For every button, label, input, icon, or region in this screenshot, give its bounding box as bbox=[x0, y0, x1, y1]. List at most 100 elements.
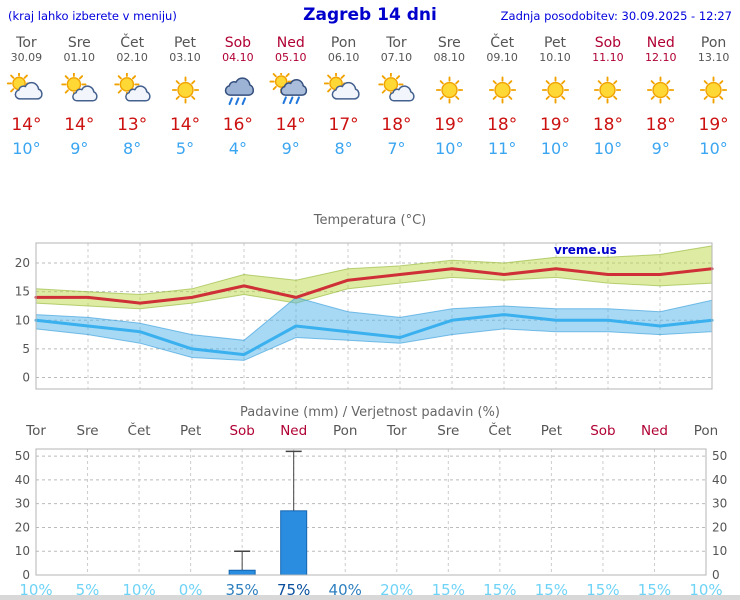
axis-day-label: Pon bbox=[332, 423, 358, 439]
precip-probability: 40% bbox=[328, 581, 362, 599]
day-name: Pet bbox=[544, 35, 567, 51]
sunny-icon bbox=[488, 76, 516, 104]
axis-day-label: Sre bbox=[437, 423, 460, 439]
sunny-icon bbox=[435, 76, 463, 104]
day-column: Tor 30.09 14° 10° bbox=[0, 35, 53, 158]
temp-max: 19° bbox=[698, 115, 729, 135]
day-icon-wrap bbox=[476, 69, 529, 111]
day-date: 07.10 bbox=[380, 51, 413, 64]
temp-max: 18° bbox=[381, 115, 412, 135]
day-column: Ned 05.10 14° 9° bbox=[264, 35, 317, 158]
day-date: 04.10 bbox=[222, 51, 254, 64]
svg-text:30: 30 bbox=[712, 497, 727, 511]
temp-min: 7° bbox=[387, 139, 406, 158]
precip-probability-row: 10% 5% 10% 0% 35% 75% 40% 20% 15% 15% 15% 15% 15% 10% bbox=[0, 581, 740, 600]
svg-text:40: 40 bbox=[712, 473, 727, 487]
day-date: 09.10 bbox=[486, 51, 518, 64]
svg-text:40: 40 bbox=[15, 473, 30, 487]
temp-max: 14° bbox=[11, 115, 42, 135]
day-date: 13.10 bbox=[697, 51, 730, 64]
day-icon-wrap bbox=[211, 69, 264, 111]
day-column: Čet 09.10 18° 11° bbox=[476, 35, 529, 158]
day-name: Čet bbox=[490, 35, 515, 51]
day-date: 02.10 bbox=[116, 51, 148, 64]
precip-probability: 15% bbox=[637, 581, 672, 599]
forecast-strip: Tor 30.09 14° 10° Sre 01.10 14° 9° Čet 02.10 13° 8°… bbox=[0, 35, 740, 158]
sunny-icon bbox=[541, 76, 569, 104]
svg-text:5: 5 bbox=[22, 342, 30, 356]
temp-min: 8° bbox=[334, 139, 353, 158]
temp-min: 10° bbox=[593, 139, 623, 158]
sunny-icon bbox=[700, 76, 728, 104]
precipitation-chart: 0 0 10 10 20 20 30 30 40 40 50 50 bbox=[15, 448, 727, 581]
day-icon-wrap bbox=[106, 69, 159, 111]
rain-icon bbox=[225, 77, 255, 106]
axis-day-label: Tor bbox=[26, 423, 46, 439]
mostly-cloudy-icon bbox=[6, 73, 43, 100]
svg-text:10: 10 bbox=[712, 544, 727, 558]
page-header: (kraj lahko izberete v meniju) Zagreb 14… bbox=[0, 0, 740, 25]
svg-text:20: 20 bbox=[712, 520, 727, 534]
sunny-icon bbox=[171, 76, 199, 104]
axis-day-label: Pon bbox=[693, 423, 719, 439]
svg-text:20: 20 bbox=[15, 256, 30, 270]
axis-day-label: Ned bbox=[280, 423, 308, 439]
axis-day-label: Sre bbox=[76, 423, 99, 439]
precipitation-chart-title: Padavine (mm) / Verjetnost padavin (%) bbox=[240, 405, 500, 420]
day-column: Sob 11.10 18° 10° bbox=[581, 35, 634, 158]
partly-cloudy-icon bbox=[378, 73, 415, 102]
temp-min: 10° bbox=[435, 139, 464, 158]
axis-day-label: Pet bbox=[179, 423, 202, 439]
day-name: Čet bbox=[120, 35, 145, 51]
temp-max: 19° bbox=[434, 115, 465, 135]
day-column: Čet 02.10 13° 8° bbox=[106, 35, 159, 158]
axis-day-label: Sob bbox=[229, 423, 255, 439]
sunny-icon bbox=[594, 76, 622, 104]
precip-probability: 0% bbox=[178, 581, 203, 599]
axis-day-label: Čet bbox=[488, 423, 512, 439]
temp-min: 9° bbox=[281, 139, 300, 158]
day-icon-wrap bbox=[423, 69, 476, 111]
temperature-chart-title: Temperatura (°C) bbox=[313, 213, 427, 228]
day-icon-wrap bbox=[0, 69, 53, 111]
axis-day-label: Sob bbox=[590, 423, 616, 439]
watermark-link[interactable]: vreme.us bbox=[554, 243, 617, 257]
rain-sun-icon bbox=[269, 73, 308, 105]
menu-hint[interactable]: (kraj lahko izberete v meniju) bbox=[8, 9, 177, 23]
temp-max: 18° bbox=[487, 115, 518, 135]
day-icon-wrap bbox=[634, 69, 687, 111]
axis-day-label: Čet bbox=[127, 423, 151, 439]
precip-probability: 10% bbox=[689, 581, 723, 599]
day-name: Sob bbox=[594, 35, 622, 51]
day-column: Sre 01.10 14° 9° bbox=[53, 35, 106, 158]
svg-text:0: 0 bbox=[712, 568, 720, 581]
day-column: Sob 04.10 16° 4° bbox=[211, 35, 264, 158]
temp-max: 17° bbox=[328, 115, 359, 135]
temp-max: 18° bbox=[645, 115, 676, 135]
day-date: 08.10 bbox=[433, 51, 466, 64]
temp-min: 10° bbox=[699, 139, 728, 158]
day-column: Pon 06.10 17° 8° bbox=[317, 35, 370, 158]
day-date: 11.10 bbox=[592, 51, 624, 64]
day-column: Sre 08.10 19° 10° bbox=[423, 35, 476, 158]
footer-strip bbox=[0, 595, 740, 600]
day-name: Sob bbox=[224, 35, 252, 51]
temp-min: 10° bbox=[12, 139, 41, 158]
temp-max: 14° bbox=[64, 115, 95, 135]
temperature-chart: 0 5 10 15 20 bbox=[15, 242, 714, 390]
temp-min: 11° bbox=[487, 139, 517, 158]
svg-text:10: 10 bbox=[15, 313, 30, 327]
day-icon-wrap bbox=[317, 69, 370, 111]
partly-cloudy-icon bbox=[61, 73, 98, 102]
svg-text:50: 50 bbox=[15, 449, 30, 463]
mostly-cloudy-icon bbox=[323, 73, 360, 100]
last-update: Zadnja posodobitev: 30.09.2025 - 12:27 bbox=[500, 9, 732, 23]
temp-min: 9° bbox=[70, 139, 89, 158]
day-date: 03.10 bbox=[169, 51, 201, 64]
day-name: Sre bbox=[67, 35, 91, 51]
day-name: Pon bbox=[700, 35, 727, 51]
svg-text:10: 10 bbox=[15, 544, 30, 558]
precip-axis-days: Tor Sre Čet Pet Sob Ned Pon Tor Sre Čet Pet Sob Ned P… bbox=[0, 423, 740, 441]
precipitation-section: Padavine (mm) / Verjetnost padavin (%) T… bbox=[0, 405, 740, 600]
precip-probability: 35% bbox=[225, 581, 259, 599]
